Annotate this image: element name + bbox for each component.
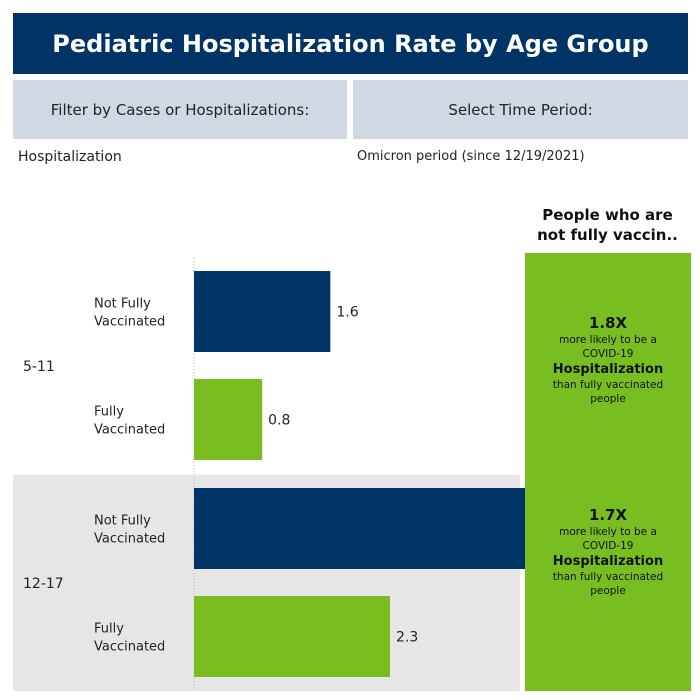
summary-covid: COVID-19 [582,540,634,552]
summary-more-likely: more likely to be a [559,526,657,538]
summary-header-line2: not fully vaccin.. [537,226,678,244]
bar-value-label: 1.6 [336,305,358,321]
bar [194,596,390,677]
time-period-filter-header[interactable]: Select Time Period: [353,80,688,139]
summary-people: people [590,585,626,597]
dashboard-title: Pediatric Hospitalization Rate by Age Gr… [13,13,688,74]
summary-metric: Hospitalization [552,554,664,569]
time-period-filter-value[interactable]: Omicron period (since 12/19/2021) [357,149,585,164]
summary-than: than fully vaccinated [552,571,664,583]
bar [194,379,263,460]
cases-filter-label: Filter by Cases or Hospitalizations: [50,100,310,119]
summary-header-line1: People who are [542,206,673,224]
summary-panel [525,253,691,691]
bar-value-label: 2.3 [396,630,418,646]
summary-block-5-11: 1.8X more likely to be a COVID-19 Hospit… [525,313,691,406]
cases-filter-value[interactable]: Hospitalization [18,149,122,165]
summary-people: people [590,393,626,405]
cases-filter-header[interactable]: Filter by Cases or Hospitalizations: [13,80,347,139]
category-label: Not Fully Vaccinated [94,297,165,330]
group-label: 12-17 [23,576,64,592]
summary-header: People who are not fully vaccin.. [525,205,690,245]
bar-value-label: 0.8 [268,413,290,429]
summary-metric: Hospitalization [552,362,664,377]
group-label: 5-11 [23,359,55,375]
bar [194,271,331,352]
category-label: Not Fully Vaccinated [94,514,165,547]
bar [194,488,544,569]
summary-than: than fully vaccinated [552,379,664,391]
summary-more-likely: more likely to be a [559,334,657,346]
summary-block-12-17: 1.7X more likely to be a COVID-19 Hospit… [525,505,691,598]
category-label: Fully Vaccinated [94,622,165,655]
summary-multiplier: 1.8X [588,314,628,332]
category-label: Fully Vaccinated [94,405,165,438]
summary-multiplier: 1.7X [588,506,628,524]
time-period-filter-label: Select Time Period: [448,100,593,119]
summary-covid: COVID-19 [582,348,634,360]
